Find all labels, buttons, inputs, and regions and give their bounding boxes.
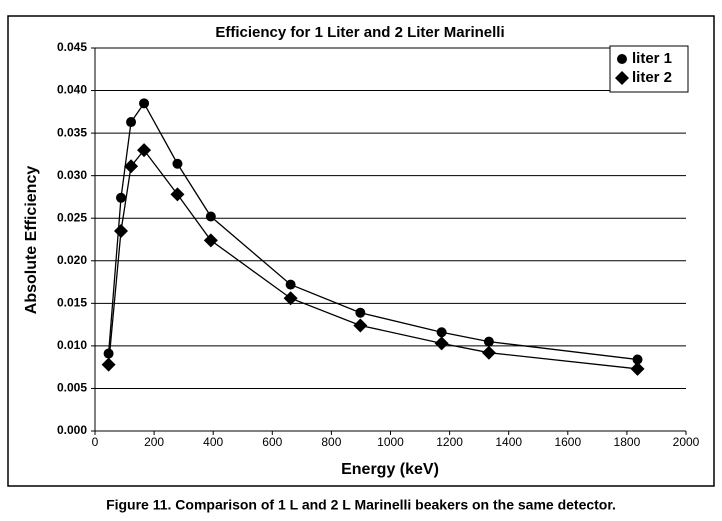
legend-box: [609, 45, 689, 93]
caption: Figure 11. Comparison of 1 L and 2 L Mar…: [106, 497, 616, 513]
chart-title: Efficiency for 1 Liter and 2 Liter Marin…: [215, 24, 504, 41]
marker: [285, 279, 296, 290]
marker: [205, 211, 216, 222]
legend-label: liter 1: [632, 50, 672, 67]
marker: [483, 336, 494, 347]
y-tick-label: 0.010: [57, 338, 87, 352]
marker: [170, 187, 185, 202]
marker: [203, 233, 218, 248]
x-tick-label: 1000: [377, 435, 404, 449]
x-tick-label: 1800: [614, 435, 641, 449]
marker: [617, 54, 627, 64]
marker: [436, 327, 447, 338]
marker: [630, 361, 645, 376]
x-tick-label: 1600: [554, 435, 581, 449]
marker: [116, 192, 127, 203]
y-tick-label: 0.015: [57, 296, 87, 310]
x-tick-label: 400: [203, 435, 223, 449]
y-axis-label: Absolute Efficiency: [23, 166, 40, 315]
y-tick-label: 0.005: [57, 381, 87, 395]
x-tick-label: 1400: [495, 435, 522, 449]
marker: [353, 318, 368, 333]
series-line: [107, 102, 638, 361]
x-tick-label: 1200: [436, 435, 463, 449]
legend-label: liter 2: [632, 69, 672, 86]
marker: [137, 143, 152, 158]
y-tick-label: 0.045: [57, 40, 87, 54]
x-tick-label: 800: [321, 435, 341, 449]
y-tick-label: 0.000: [57, 423, 87, 437]
y-tick-label: 0.020: [57, 253, 87, 267]
marker: [283, 291, 298, 306]
y-tick-label: 0.025: [57, 210, 87, 224]
marker: [124, 159, 139, 174]
marker: [481, 345, 496, 360]
marker: [172, 158, 183, 169]
marker: [103, 348, 114, 359]
chart-frame: [7, 15, 715, 487]
marker: [632, 354, 643, 365]
y-tick-label: 0.040: [57, 83, 87, 97]
marker: [615, 71, 629, 85]
x-tick-label: 2000: [673, 435, 700, 449]
x-axis-label: Energy (keV): [341, 461, 439, 478]
marker: [114, 223, 129, 238]
marker: [139, 98, 150, 109]
marker: [126, 117, 137, 128]
x-tick-label: 200: [144, 435, 164, 449]
y-tick-label: 0.030: [57, 168, 87, 182]
x-tick-label: 0: [92, 435, 99, 449]
x-tick-label: 600: [262, 435, 282, 449]
marker: [434, 336, 449, 351]
marker: [355, 307, 366, 318]
marker: [101, 357, 116, 372]
series-line: [107, 149, 638, 370]
y-tick-label: 0.035: [57, 125, 87, 139]
